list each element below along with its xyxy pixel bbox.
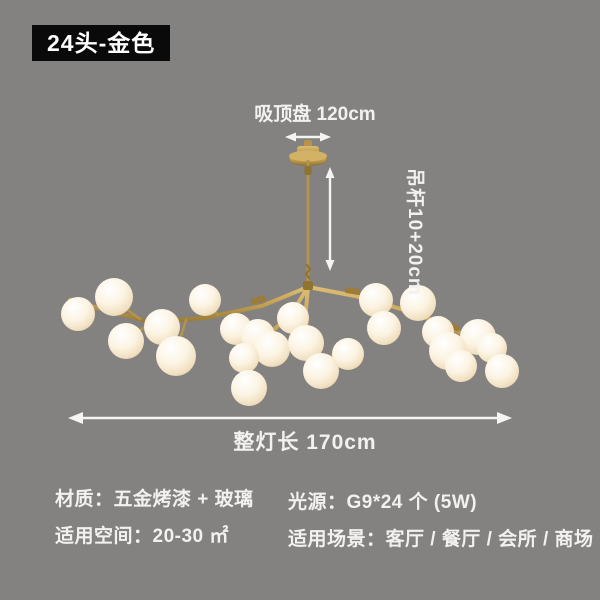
glass-ball xyxy=(485,354,519,388)
glass-ball xyxy=(144,309,180,345)
rod-length-label: 吊杆10+20cm xyxy=(404,168,425,296)
glass-balls xyxy=(61,278,519,406)
glass-ball xyxy=(95,278,133,316)
hanging-rod xyxy=(304,160,312,284)
glass-ball xyxy=(359,283,393,317)
spec-light-source: 光源：G9*24 个 (5W) xyxy=(288,492,478,513)
glass-ball xyxy=(61,297,95,331)
glass-ball xyxy=(332,338,364,370)
spec-scenes: 适用场景：客厅 / 餐厅 / 会所 / 商场 xyxy=(288,529,594,550)
glass-ball xyxy=(445,350,477,382)
glass-ball xyxy=(156,336,196,376)
rod-length-arrow xyxy=(325,167,335,271)
glass-ball xyxy=(189,284,221,316)
glass-ball xyxy=(229,343,259,373)
total-length-arrow xyxy=(68,412,512,424)
glass-ball xyxy=(367,311,401,345)
spec-material: 材质：五金烤漆 + 玻璃 xyxy=(55,489,254,510)
canopy-width-arrow xyxy=(285,132,331,142)
glass-ball xyxy=(231,370,267,406)
glass-ball xyxy=(108,323,144,359)
spec-area: 适用空间：20-30 ㎡ xyxy=(55,526,229,547)
ceiling-canopy xyxy=(288,140,328,166)
glass-ball xyxy=(254,331,290,367)
glass-ball xyxy=(303,353,339,389)
variant-label: 24头-金色 xyxy=(32,25,171,61)
canopy-size-label: 吸顶盘 120cm xyxy=(254,104,376,125)
total-length-label: 整灯长 170cm xyxy=(233,431,377,454)
glass-ball xyxy=(288,325,324,361)
glass-ball xyxy=(400,285,436,321)
